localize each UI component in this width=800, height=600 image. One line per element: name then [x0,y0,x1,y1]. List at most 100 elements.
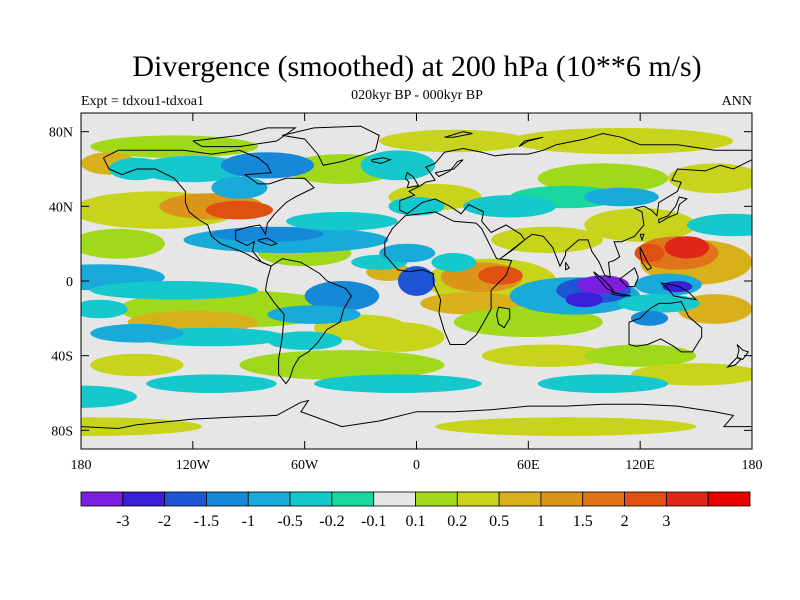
colorbar-swatch [373,491,416,507]
divergence-contour [81,299,128,319]
colorbar-swatch [206,491,249,507]
colorbar-label: -1.5 [194,513,219,530]
divergence-contour [478,266,523,285]
divergence-contour [90,281,259,300]
plot-subtitle: 020kyr BP - 000kyr BP [351,88,483,103]
x-tick-label: 60W [291,458,319,473]
divergence-contour [481,344,613,367]
x-tick-label: 0 [413,458,420,473]
divergence-contour [90,324,184,343]
coastline [518,136,544,148]
divergence-contour [463,195,557,218]
divergence-contour [584,208,697,242]
coastline [257,237,278,247]
colorbar-label: -3 [116,513,129,530]
coastline [565,262,571,271]
x-tick-label: 180 [742,458,763,473]
coastline [102,149,315,267]
divergence-contour [397,266,436,296]
x-axis: 180 120W 60W 0 60E 120E 180 [71,113,763,473]
x-tick-label: 180 [71,458,92,473]
divergence-contour [81,417,203,436]
coastline [282,125,380,166]
colorbar-swatch [122,491,166,507]
colorbar-swatch [331,491,375,507]
divergence-contour [668,163,752,194]
coastline [434,159,464,178]
coastline [639,233,645,242]
divergence-contour [239,350,445,380]
divergence-contour [81,228,165,259]
coastline [628,300,703,353]
colorbar-label: 0.5 [489,513,509,530]
season-label: ANN [721,94,752,109]
colorbar: -3 -2 -1.5 -1 -0.5 -0.2 -0.1 0.1 0.2 0.5 1 1.5 2 3 [80,491,751,530]
y-tick-label: 40N [49,200,73,215]
divergence-contour [286,212,398,231]
colorbar-label: -0.1 [361,513,386,530]
divergence-contour [537,374,669,394]
x-tick-label: 120W [176,458,211,473]
coastline [639,247,653,271]
coastline [658,196,688,224]
colorbar-label: 1 [537,513,545,530]
coastline [192,127,297,148]
divergence-contour [90,353,184,377]
coastline [384,211,513,345]
y-tick-label: 40S [51,350,73,365]
divergence-contour [205,200,273,220]
divergence-contour [351,322,445,352]
colorbar-swatch [80,491,124,507]
divergence-contour [431,252,477,272]
y-tick-label: 80S [51,424,73,439]
colorbar-swatch [665,491,709,507]
colorbar-label: 0.2 [447,513,467,530]
divergence-contour [360,150,436,181]
divergence-contour [686,213,752,237]
divergence-contour [267,305,361,324]
coastline [404,171,420,189]
divergence-contour [90,135,259,158]
divergence-contour [314,374,482,394]
colorbar-label: -0.5 [277,513,302,530]
divergence-contour [537,163,669,194]
colorbar-swatch [498,491,542,507]
x-tick-label: 120E [625,458,655,473]
divergence-contour [211,176,268,199]
plot-title: Divergence (smoothed) at 200 hPa (10**6 … [132,50,702,83]
divergence-contour [267,331,343,351]
y-axis: 80N 40N 0 40S 80S [49,126,752,439]
divergence-contour [584,344,697,367]
divergence-contour [435,417,697,436]
divergence-contour [146,374,277,394]
coastline [399,132,752,279]
y-tick-label: 0 [66,275,73,290]
divergence-contour [136,155,249,183]
coastline [444,131,473,138]
x-tick-label: 60E [517,458,540,473]
divergence-contour [509,127,734,155]
coastline [619,267,639,288]
divergence-contour [453,307,603,337]
coastline [736,344,750,360]
coastline [611,291,631,297]
coastline [264,258,352,385]
divergence-contour [584,187,659,207]
coastlines [81,125,752,430]
colorbar-swatch [247,491,291,507]
divergence-contour [379,243,436,263]
divergence-contour [634,243,665,263]
coastline [496,306,511,329]
colorbar-swatch [164,491,207,507]
colorbar-swatch [289,491,333,507]
colorbar-label: 2 [621,513,629,530]
colorbar-swatch [540,491,584,507]
divergence-contour [664,236,710,259]
colorbar-label: 0.1 [406,513,426,530]
divergence-contour [565,292,603,308]
colorbar-label: 1.5 [573,513,593,530]
colorbar-swatch [624,491,667,507]
divergence-contour [211,226,324,242]
coastline [660,282,698,301]
